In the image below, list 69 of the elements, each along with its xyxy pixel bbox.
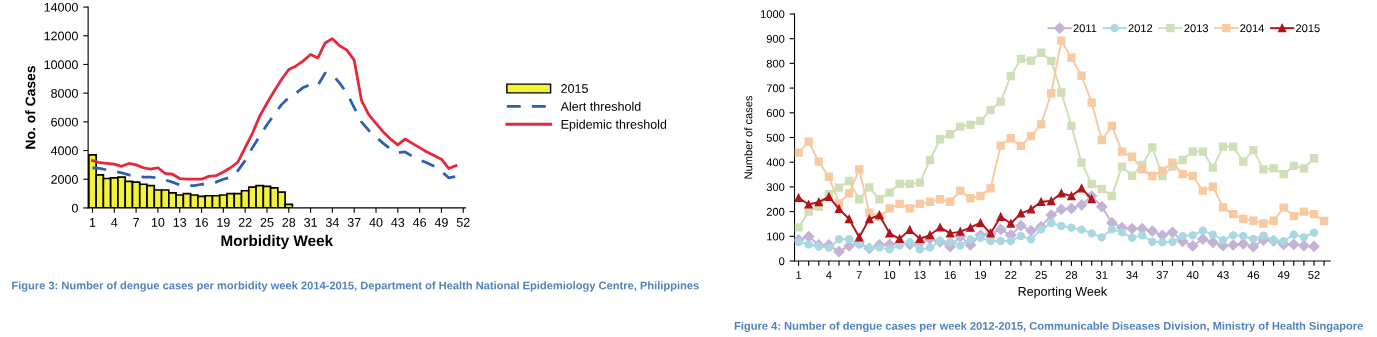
y-tick-label: 400 [766,158,785,167]
y-tick-label: 200 [766,207,785,216]
y-tick-label: 6000 [51,117,78,127]
x-tick-label: 25 [260,217,274,227]
y-tick-label: 300 [766,183,785,192]
x-tick-label: 19 [975,271,987,279]
x-tick-label: 7 [133,218,139,227]
x-tick-label: 22 [238,217,252,227]
legend-label: Epidemic threshold [561,119,667,132]
y-tick-label: 12000 [44,31,78,41]
legend-label: 2015 [561,84,588,93]
legend-label: Alert threshold [560,101,641,111]
x-tick-label: 43 [1217,271,1229,279]
legend-label: 2014 [1240,24,1265,33]
x-tick-label: 28 [1065,271,1078,279]
y-tick-label: 0 [779,257,785,266]
x-tick-label: 13 [173,217,187,227]
x-tick-label: 7 [856,271,862,279]
y-tick-label: 700 [766,84,785,93]
y-tick-label: 900 [766,34,785,43]
x-tick-label: 49 [434,217,448,227]
legend-label: 2011 [1073,24,1097,33]
y-axis-title: No. of Cases [25,66,36,149]
x-tick-label: 16 [195,217,208,227]
y-tick-label: 100 [767,232,785,241]
x-tick-label: 10 [151,217,165,227]
x-axis-title: Morbidity Week [221,234,334,250]
y-tick-label: 600 [766,109,785,117]
y-tick-label: 2000 [51,175,78,184]
y-tick-label: 1000 [760,10,785,19]
y-tick-label: 500 [766,133,785,142]
x-tick-label: 4 [111,218,118,227]
x-tick-label: 37 [347,217,361,227]
x-tick-label: 19 [217,217,230,227]
x-tick-label: 52 [1308,271,1320,279]
x-tick-label: 46 [412,217,427,227]
x-tick-label: 31 [304,217,317,227]
x-tick-label: 31 [1096,271,1108,279]
y-tick-label: 0 [71,203,78,213]
x-tick-label: 40 [1186,271,1199,279]
y-tick-label: 4000 [50,146,78,156]
x-tick-label: 22 [1005,271,1017,279]
x-tick-label: 37 [1156,271,1169,279]
caption: Figure 3: Number of dengue cases per morbidity week 2014-2015, Department of Health National Epidemiology Centre, Philippines [12,281,699,292]
x-axis-title: Reporting Week [1018,286,1108,299]
x-tick-label: 34 [1126,271,1138,279]
x-tick-label: 43 [391,217,405,227]
x-tick-label: 46 [1247,271,1260,279]
x-tick-label: 4 [826,271,832,279]
x-tick-label: 1 [89,218,96,227]
x-tick-label: 16 [944,271,956,279]
caption: Figure 4: Number of dengue cases per week 2012-2015, Communicable Diseases Division, Ministry of Health Singapore [734,321,1363,333]
x-tick-label: 1 [796,271,802,279]
x-tick-label: 40 [369,217,383,227]
x-tick-label: 49 [1277,271,1290,279]
y-axis-title: Number of cases [744,95,753,179]
x-tick-label: 25 [1035,271,1047,279]
y-tick-label: 8000 [51,88,78,98]
legend-label: 2013 [1184,24,1209,33]
x-tick-label: 13 [914,271,926,279]
x-tick-label: 52 [456,217,470,227]
legend-label: 2015 [1296,24,1320,33]
x-tick-label: 10 [884,271,896,279]
x-tick-label: 34 [325,217,339,227]
y-tick-label: 10000 [44,60,78,70]
y-tick-label: 14000 [44,2,78,12]
x-tick-label: 28 [282,217,296,227]
y-tick-label: 800 [766,59,785,68]
legend-label: 2012 [1128,24,1153,33]
